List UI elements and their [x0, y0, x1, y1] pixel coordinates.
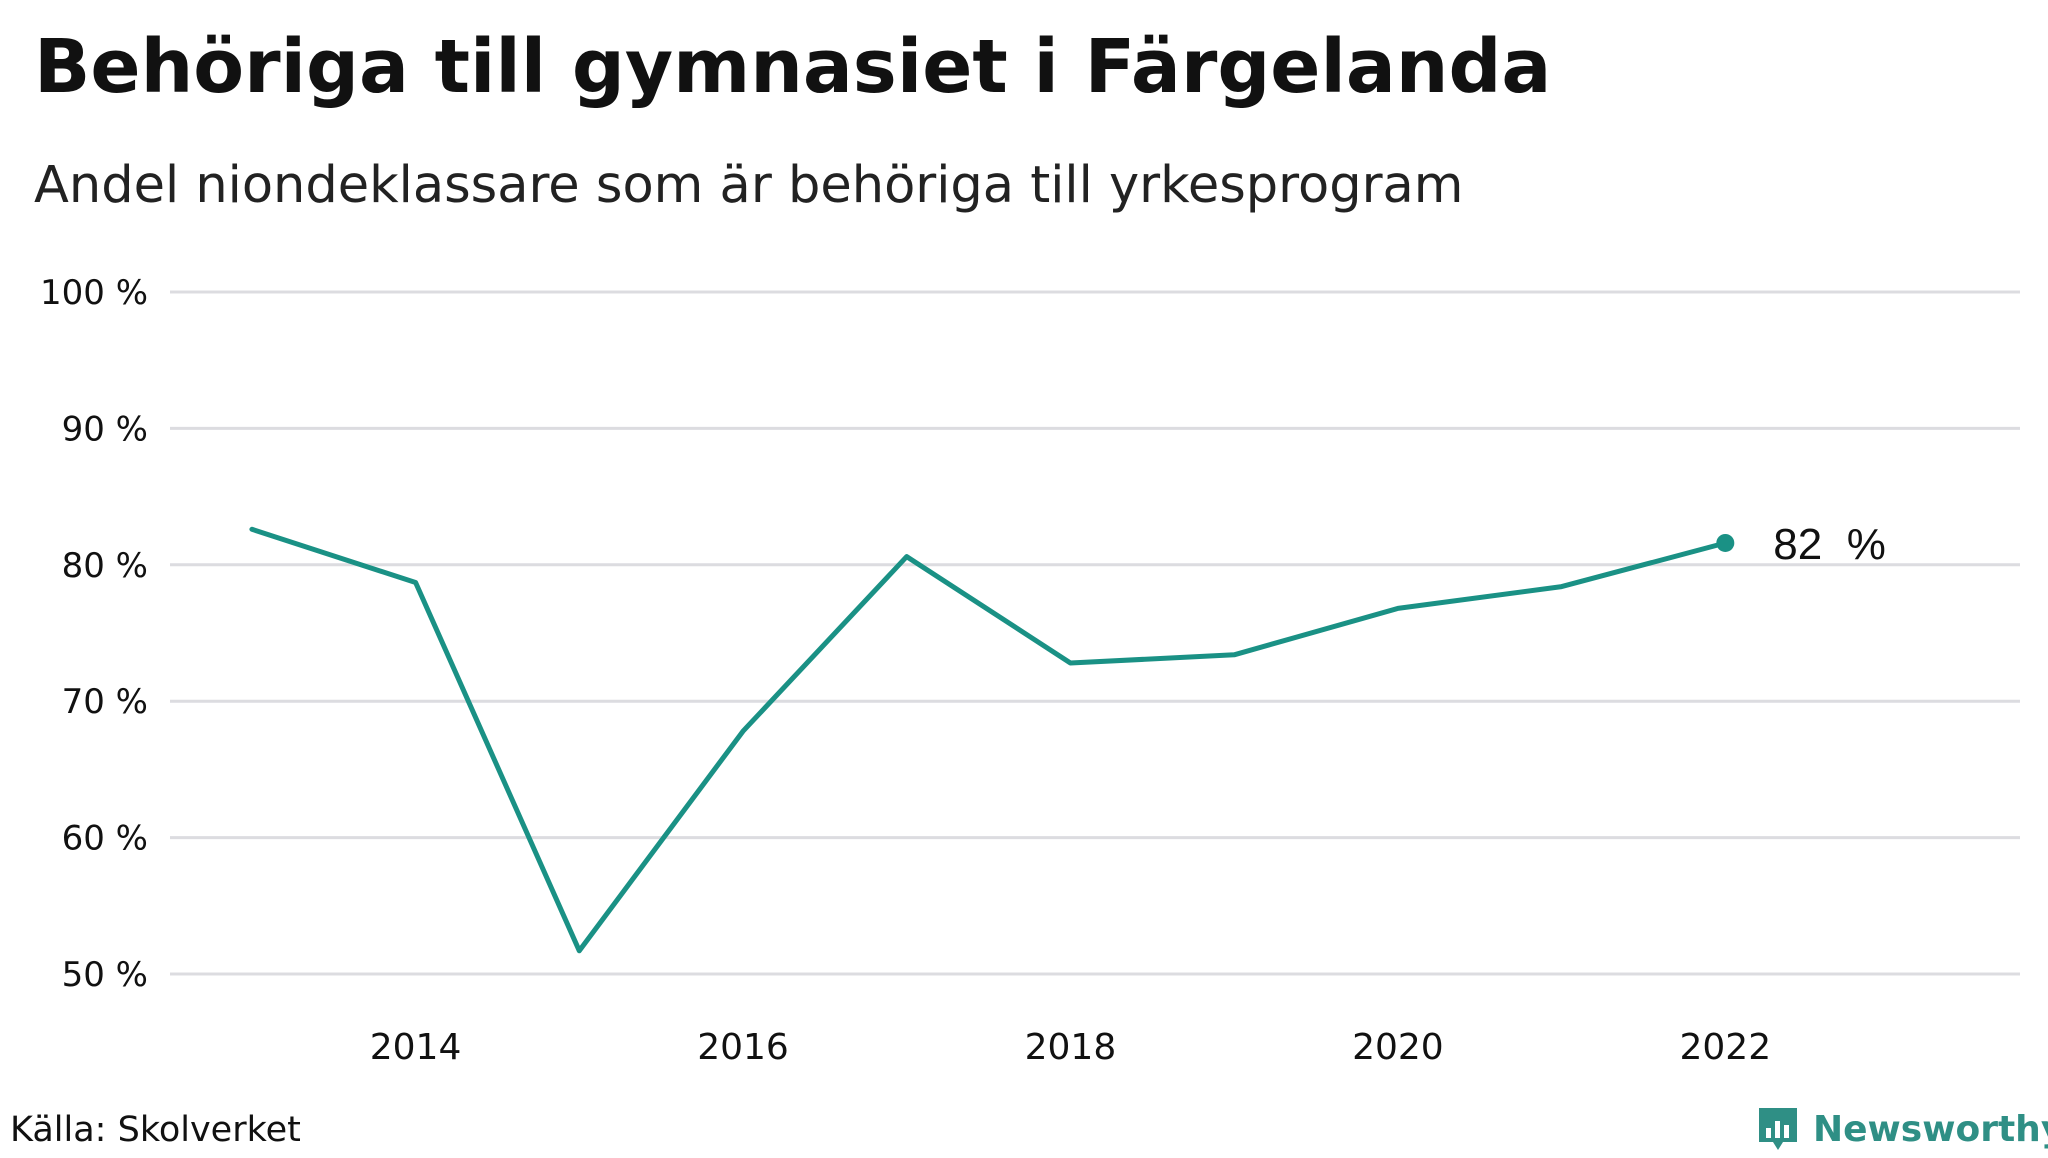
y-tick-label: 50 % — [62, 955, 148, 995]
brand-logo: Newsworthy — [1755, 1100, 2048, 1158]
bar-chart-logo-icon — [1759, 1108, 1797, 1150]
x-tick-label: 2014 — [370, 1027, 462, 1068]
y-tick-label: 80 % — [62, 546, 148, 586]
y-tick-label: 60 % — [62, 819, 148, 859]
x-tick-label: 2018 — [1025, 1027, 1117, 1068]
series-line — [249, 526, 1728, 954]
y-tick-label: 100 % — [40, 273, 148, 313]
y-tick-label: 90 % — [62, 409, 148, 449]
x-tick-label: 2020 — [1352, 1027, 1444, 1068]
chart-subtitle: Andel niondeklassare som är behöriga til… — [34, 156, 1464, 215]
y-tick-label: 70 % — [62, 682, 148, 722]
source-note: Källa: Skolverket — [10, 1110, 301, 1150]
y-axis-ticks: 50 % 60 % 70 % 80 % 90 % 100 % — [40, 273, 148, 995]
x-tick-label: 2022 — [1679, 1027, 1771, 1068]
series-group: 82 % — [249, 520, 1886, 954]
last-point-marker — [1716, 533, 1735, 552]
grid-lines — [170, 290, 2020, 976]
last-value-label: 82 % — [1773, 520, 1886, 569]
x-axis-ticks: 2014 2016 2018 2020 2022 — [370, 1027, 1771, 1068]
chart-title: Behöriga till gymnasiet i Färgelanda — [34, 24, 1552, 110]
brand-name: Newsworthy — [1813, 1108, 2048, 1150]
x-tick-label: 2016 — [697, 1027, 789, 1068]
